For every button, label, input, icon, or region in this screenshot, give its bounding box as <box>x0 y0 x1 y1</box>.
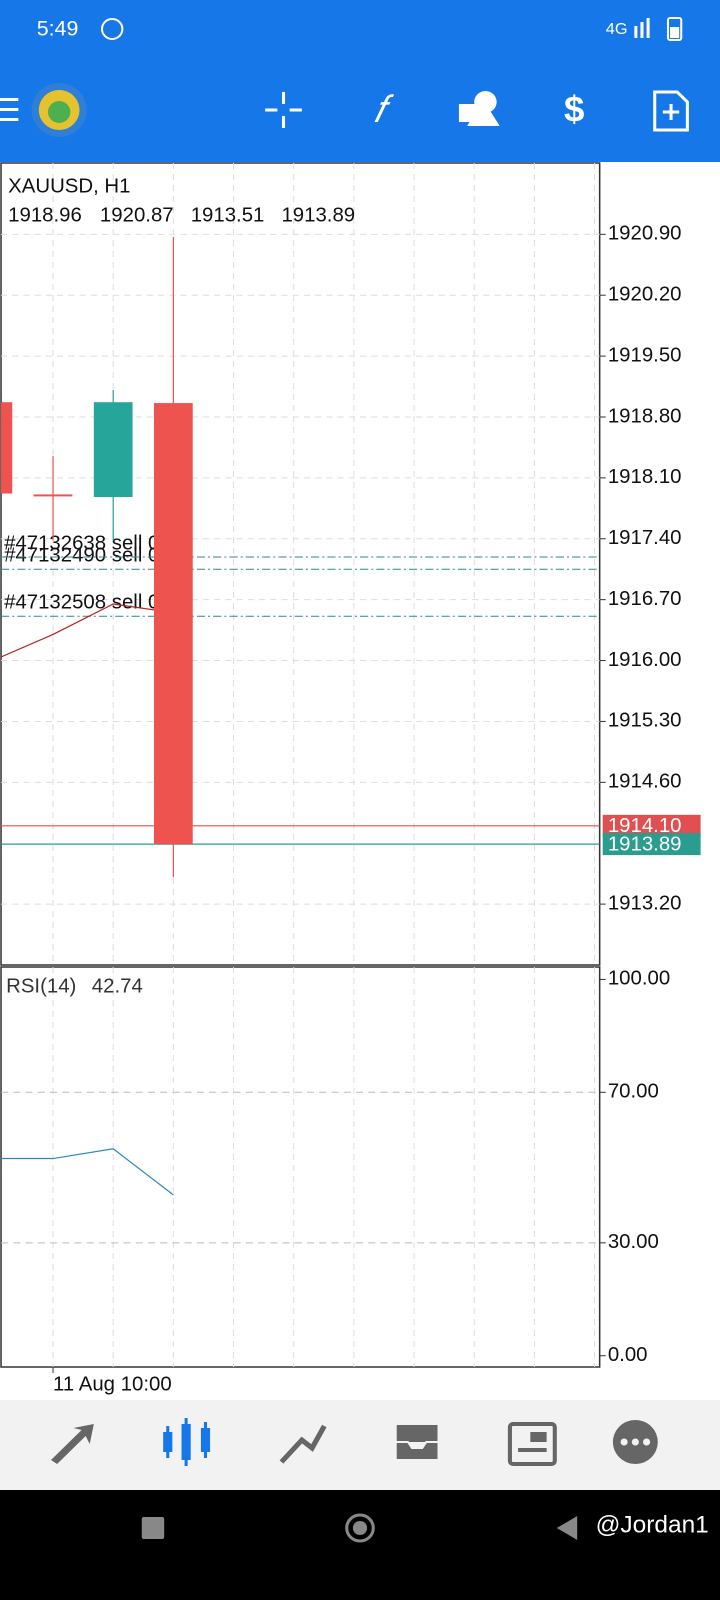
chart-tab[interactable] <box>163 1418 211 1466</box>
rsi-current: 42.74 <box>92 975 143 997</box>
y-tick-label: 1917.40 <box>608 527 682 549</box>
app-bar <box>0 0 720 162</box>
ohlc-open: 1918.96 <box>8 204 82 226</box>
candle-body <box>93 402 133 498</box>
candle-body <box>1 402 13 494</box>
y-tick-label: 1918.80 <box>608 405 682 427</box>
status-icon <box>100 18 124 40</box>
y-tick-label: 1919.50 <box>608 345 682 367</box>
ohlc-high: 1920.87 <box>100 204 174 226</box>
ma-line <box>1 603 174 662</box>
candle-body <box>153 403 193 845</box>
signal <box>640 22 644 38</box>
y-tick-label: 1920.90 <box>608 223 682 245</box>
ask-tag <box>602 814 701 837</box>
recents-button[interactable] <box>141 1517 165 1539</box>
battery <box>666 17 683 41</box>
history-tab[interactable] <box>394 1423 440 1461</box>
rsi-line <box>1 1148 174 1196</box>
candle-body <box>33 494 73 497</box>
app-logo-core <box>47 101 71 123</box>
quotes-tab[interactable] <box>50 1424 94 1464</box>
bid-tag-label: 1913.89 <box>608 834 682 856</box>
ask-tag-label: 1914.10 <box>608 815 682 837</box>
y-tick-label: 1920.20 <box>608 284 682 306</box>
rsi-panel <box>0 966 601 1368</box>
order-label: #47132490 sell 0.87 <box>4 545 188 567</box>
y-tick-label: 1913.20 <box>608 893 682 915</box>
y-tick-label: 1914.60 <box>608 771 682 793</box>
status-network: 4G <box>606 20 628 38</box>
y-tick-label: 100.00 <box>608 968 670 990</box>
battery-level <box>670 27 680 38</box>
y-tick-label: 1916.00 <box>608 649 682 671</box>
y-tick-label: 30.00 <box>608 1231 659 1253</box>
home-button[interactable] <box>345 1513 375 1543</box>
y-tick-label: 0.00 <box>608 1344 648 1366</box>
y-tick-label: 1918.10 <box>608 466 682 488</box>
system-nav <box>0 1490 720 1600</box>
news-tab[interactable] <box>507 1422 557 1466</box>
signal <box>634 26 638 38</box>
new-order-button[interactable] <box>653 90 689 132</box>
bottom-nav <box>0 1400 720 1490</box>
crosshair-button[interactable] <box>265 92 302 128</box>
order-label: #47132638 sell 0.10 <box>4 532 188 554</box>
trade-tab[interactable] <box>279 1424 327 1464</box>
y-tick-label: 70.00 <box>608 1081 659 1103</box>
trade-button[interactable]: $ <box>564 89 584 130</box>
back-button[interactable] <box>556 1516 578 1540</box>
main-panel <box>0 162 601 966</box>
plot: #47132490 sell 0.87#47132638 sell 0.10#4… <box>1 236 600 1196</box>
ohlc-low: 1913.51 <box>191 204 265 226</box>
y-tick-label: 1915.30 <box>608 710 682 732</box>
y-tick-label: 1916.70 <box>608 588 682 610</box>
menu-button[interactable] <box>0 98 19 121</box>
x-tick-label: 11 Aug 10:00 <box>53 1373 172 1395</box>
watermark: @Jordan1 <box>596 1512 709 1539</box>
objects-button[interactable] <box>458 91 500 126</box>
ohlc-close: 1913.89 <box>281 204 355 226</box>
rsi-title: RSI(14) <box>6 975 76 997</box>
grid: 1920.90 1920.20 1919.50 1918.80 1918.10 1917.… <box>1 163 682 1395</box>
messages-tab[interactable] <box>612 1420 658 1464</box>
bid-tag <box>602 833 701 856</box>
home-dot <box>352 1521 368 1535</box>
signal <box>646 18 650 38</box>
symbol-label: XAUUSD, H1 <box>8 175 130 197</box>
status-time: 5:49 <box>37 18 79 41</box>
